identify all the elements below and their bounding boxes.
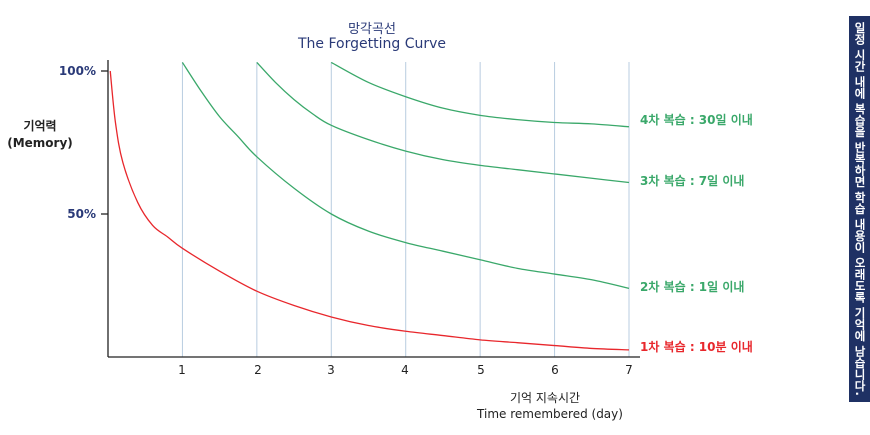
curve-review-1 — [109, 70, 630, 351]
series-label-review-3: 3차 복습 : 7일 이내 — [640, 174, 745, 188]
curve-review-3 — [256, 61, 630, 184]
series-label-review-2: 2차 복습 : 1일 이내 — [640, 280, 745, 294]
side-note-banner: 일정 시간 내에 복습을 반복하면 학습 내용이 오래도록 기억에 남습니다. — [849, 16, 870, 402]
forgetting-curve-chart — [101, 60, 640, 358]
y-tick-label-50: 50% — [67, 207, 96, 221]
x-tick-label-4: 4 — [401, 363, 409, 377]
x-tick-label-2: 2 — [254, 363, 262, 377]
curve-review-4 — [330, 61, 630, 128]
chart-curves — [109, 61, 630, 351]
y-axis-label: 기억력 (Memory) — [4, 118, 76, 152]
x-tick-label-1: 1 — [178, 363, 186, 377]
x-tick-label-5: 5 — [477, 363, 485, 377]
y-tick-label-100: 100% — [58, 64, 96, 78]
y-axis-label-ko: 기억력 — [23, 119, 57, 133]
series-label-review-4: 4차 복습 : 30일 이내 — [640, 113, 753, 127]
chart-axes — [101, 60, 640, 358]
x-axis-label-en: Time remembered (day) — [477, 407, 623, 421]
curve-review-2 — [181, 62, 630, 289]
chart-grid — [181, 62, 630, 357]
y-axis-label-en: (Memory) — [7, 136, 73, 150]
x-tick-label-7: 7 — [625, 363, 633, 377]
side-note-text: 일정 시간 내에 복습을 반복하면 학습 내용이 오래도록 기억에 남습니다. — [853, 22, 867, 396]
x-axis-label-ko: 기억 지속시간 — [509, 391, 581, 405]
chart-subtitle: The Forgetting Curve — [298, 36, 446, 52]
x-tick-label-3: 3 — [327, 363, 335, 377]
x-tick-label-6: 6 — [551, 363, 559, 377]
chart-title: 망각곡선 — [348, 22, 396, 37]
series-label-review-1: 1차 복습 : 10분 이내 — [640, 340, 753, 354]
